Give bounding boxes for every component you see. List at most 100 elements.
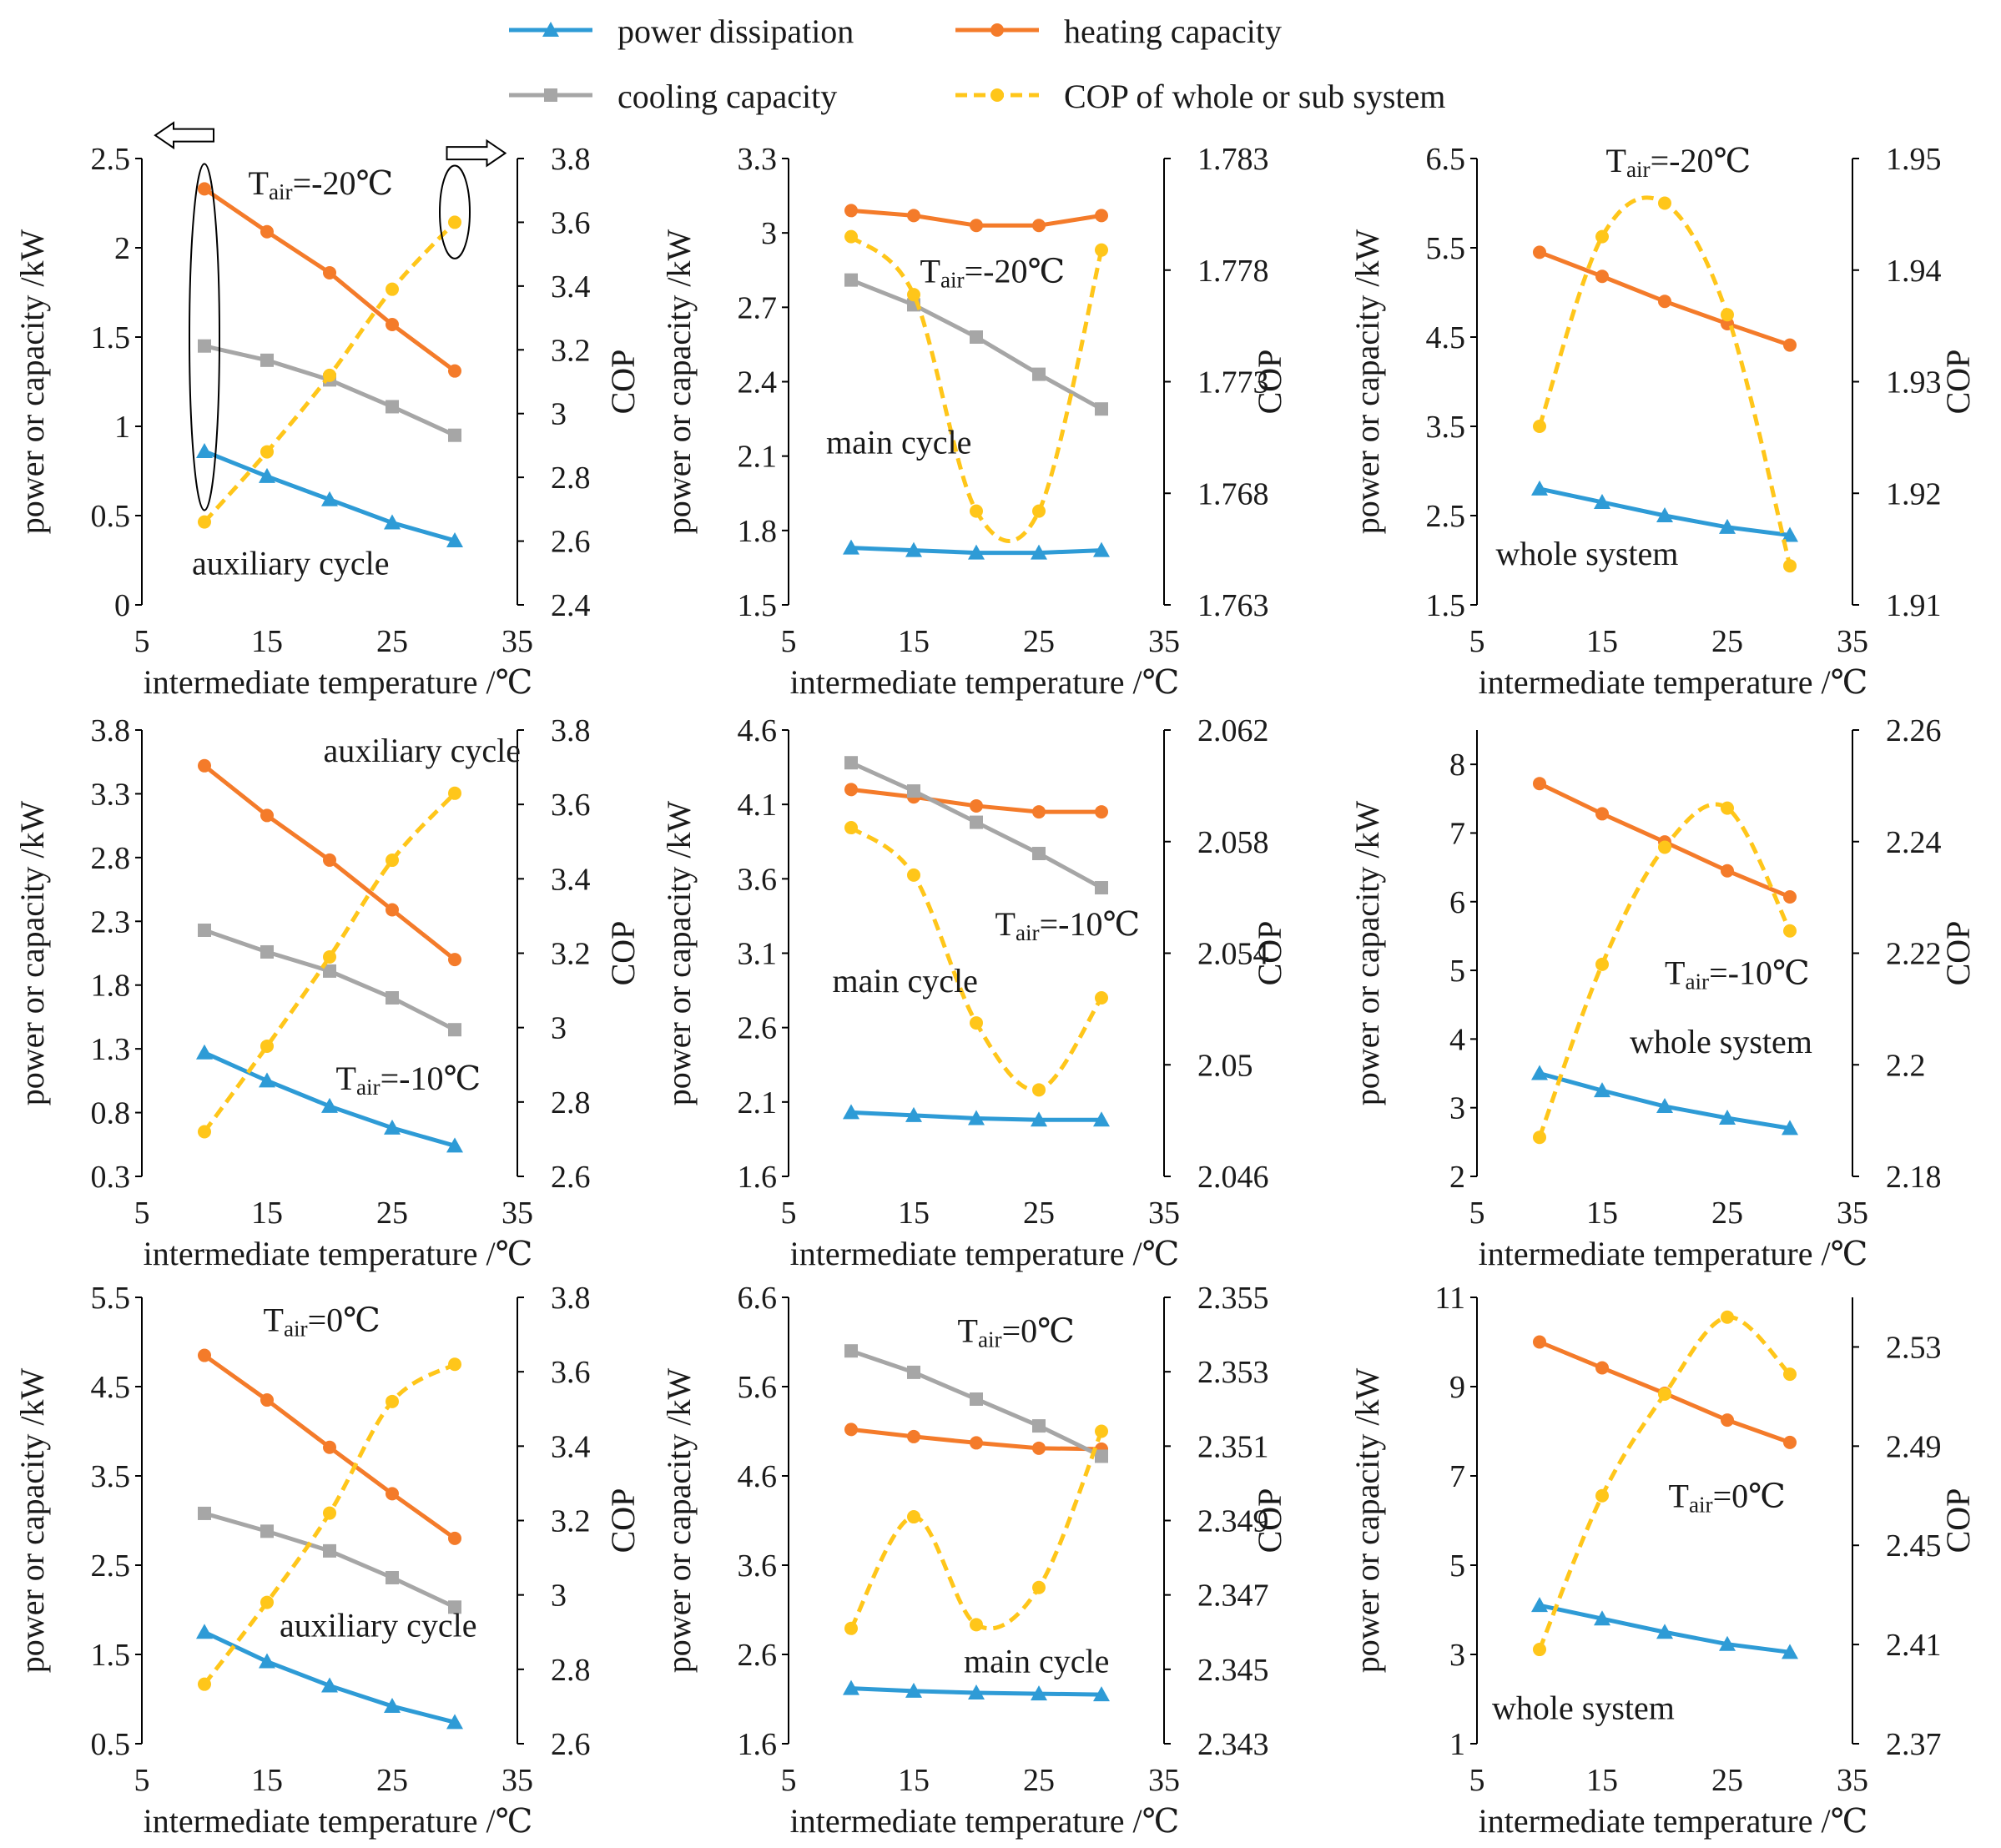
main-0-y2-axis-title: COP: [1251, 1488, 1288, 1553]
main-0-series-cooling-capacity-point: [970, 1392, 983, 1406]
main-0-ytick-label: 3.6: [738, 1548, 778, 1584]
main-m20-series-cop-of-whole-or-sub-system-point: [844, 229, 858, 244]
main-m20-annotation: main cycle: [826, 424, 971, 461]
main-m10-series-heating-capacity-point: [1032, 805, 1046, 819]
aux-m10-series-heating-capacity-point: [386, 903, 399, 917]
whole-m10-series-power-dissipation-point: [1719, 1110, 1736, 1125]
whole-m10-y2tick-label: 2.22: [1886, 937, 1942, 972]
aux-m10-series-cooling-capacity-line: [204, 928, 456, 1032]
chart-whole-tair-m20: 1.5 2.5 3.5 4.5 5.5 6.5 1.91 1.92 1.93 1.94 1.95 5 1…: [1335, 133, 2001, 701]
whole-m20-ytick-label: 2.5: [1426, 499, 1466, 534]
legend-cooling-marker: [544, 88, 557, 102]
main-m10-x-axis-title: intermediate temperature /℃: [790, 1235, 1180, 1272]
aux-m20-series-cop-of-whole-or-sub-system-point: [386, 282, 399, 296]
main-m10-ytick-label: 2.1: [738, 1085, 778, 1120]
whole-0-series-heating-capacity-point: [1533, 1335, 1546, 1349]
whole-m10-y2-axis-title: COP: [1939, 921, 1977, 986]
main-0-y2tick-label: 2.353: [1197, 1355, 1269, 1390]
aux-m20-ytick-label: 0.5: [91, 499, 131, 534]
aux-m20-series-heating-capacity-point: [386, 318, 399, 332]
aux-0-series-heating-capacity-point: [448, 1531, 461, 1545]
chart-auxiliary-tair-m20: 0 0.5 1 1.5 2 2.5 2.4 2.6 2.8 3 3.2 3.4 3.6 3.8 5 15 25 3…: [0, 121, 668, 701]
whole-0-y2tick-label: 2.45: [1886, 1528, 1942, 1563]
whole-m20-series-power-dissipation-point: [1782, 526, 1798, 542]
aux-0-series-cop-of-whole-or-sub-system-point: [386, 1394, 399, 1408]
aux-0-series-power-dissipation-point: [196, 1624, 213, 1639]
aux-m10-xtick-label: 35: [502, 1196, 533, 1231]
main-0-series-cop-of-whole-or-sub-system: [844, 1424, 1108, 1635]
main-0-ytick-label: 6.6: [738, 1281, 778, 1316]
main-m10-series-power-dissipation-point: [843, 1104, 859, 1120]
aux-0-ytick-label: 5.5: [91, 1281, 131, 1316]
main-0-y2tick-label: 2.349: [1197, 1504, 1269, 1539]
aux-m20-y2tick-label: 2.6: [551, 525, 591, 560]
main-m20-series-power-dissipation-point: [843, 539, 859, 555]
whole-0-xtick-label: 25: [1711, 1763, 1743, 1798]
aux-m10-xtick-label: 15: [251, 1196, 283, 1231]
aux-m20-series-cooling-capacity-point: [386, 400, 399, 414]
main-m10-series-cop-of-whole-or-sub-system-point: [907, 868, 920, 882]
whole-m20-y2-axis-title: COP: [1939, 350, 1977, 415]
aux-m10-ytick-label: 1.3: [91, 1032, 131, 1067]
whole-0-ytick-label: 5: [1449, 1548, 1465, 1584]
aux-0-ytick-label: 4.5: [91, 1370, 131, 1405]
main-m20-series-heating-capacity-point: [970, 219, 983, 233]
aux-0-series-cop-of-whole-or-sub-system-point: [448, 1357, 461, 1372]
aux-0-series-cooling-capacity-point: [323, 1543, 336, 1558]
whole-m10-annotation: whole system: [1630, 1023, 1812, 1060]
main-m10-annotation: Tair=-10℃: [995, 905, 1141, 945]
aux-m20-series-power-dissipation-point: [196, 442, 213, 458]
aux-m10-y2tick-label: 3.8: [551, 713, 591, 748]
aux-m10-series-cooling-capacity-point: [386, 991, 399, 1005]
aux-m20-xtick-label: 5: [134, 624, 150, 659]
aux-0-annotation: Tair=0℃: [264, 1302, 381, 1342]
main-m20-xtick-label: 35: [1148, 624, 1180, 659]
aux-m20-series-heating-capacity-point: [198, 182, 211, 196]
main-m20-xtick-label: 25: [1023, 624, 1055, 659]
whole-m20-series-heating-capacity-point: [1595, 269, 1609, 284]
main-m20-series-cop-of-whole-or-sub-system-point: [1032, 504, 1046, 518]
aux-0-series-heating-capacity: [198, 1348, 461, 1545]
aux-m10-series-cooling-capacity-point: [323, 964, 336, 978]
main-m20-series-cooling-capacity-point: [844, 273, 858, 287]
main-m20-series-power-dissipation-point: [1093, 541, 1110, 557]
legend-heating-label: heating capacity: [1064, 13, 1282, 50]
aux-0-series-cop-of-whole-or-sub-system-point: [198, 1677, 211, 1691]
whole-0-xtick-label: 5: [1469, 1763, 1485, 1798]
aux-0-x-axis-title: intermediate temperature /℃: [144, 1802, 533, 1840]
aux-m10-ytick-label: 0.3: [91, 1160, 131, 1195]
whole-0-series-cop-of-whole-or-sub-system-point: [1658, 1387, 1671, 1401]
chart-auxiliary-tair-m10: 0.3 0.8 1.3 1.8 2.3 2.8 3.3 3.8 2.6 2.8 3 3.2 3.4 3.6…: [0, 705, 668, 1272]
aux-0-series-power-dissipation: [196, 1624, 463, 1730]
aux-m20-series-cooling-capacity-point: [448, 428, 461, 442]
whole-m20-ytick-label: 4.5: [1426, 320, 1466, 355]
whole-m20-ytick-label: 3.5: [1426, 410, 1466, 445]
legend: power dissipation heating capacity cooli…: [0, 0, 2001, 117]
aux-0-series-cop-of-whole-or-sub-system-point: [323, 1506, 336, 1520]
main-m10-xtick-label: 25: [1023, 1196, 1055, 1231]
chart-main-tair-m10: 1.6 2.1 2.6 3.1 3.6 4.1 4.6 2.046 2.05 2.054 2.058…: [647, 705, 1314, 1272]
aux-m10-series-cooling-capacity-point: [198, 923, 211, 937]
main-m10-series-cooling-capacity-point: [970, 815, 983, 829]
main-0-y2tick-label: 2.343: [1197, 1727, 1269, 1762]
whole-m20-series-heating-capacity: [1533, 245, 1797, 352]
aux-m10-xtick-label: 5: [134, 1196, 150, 1231]
main-m20-series-power-dissipation: [843, 539, 1110, 560]
main-m20-y2-axis-title: COP: [1251, 350, 1288, 415]
main-m10-series-cooling-capacity-point: [1032, 847, 1046, 861]
aux-0-series-cooling-capacity-point: [260, 1524, 274, 1538]
main-0-series-cop-of-whole-or-sub-system-point: [970, 1618, 983, 1632]
whole-m10-series-cop-of-whole-or-sub-system: [1533, 801, 1797, 1145]
aux-0-series-cooling-capacity-point: [386, 1570, 399, 1584]
aux-0-annotation: auxiliary cycle: [280, 1607, 477, 1644]
aux-m20-series-cop-of-whole-or-sub-system: [198, 215, 461, 529]
whole-0-series-heating-capacity-point: [1595, 1361, 1609, 1375]
main-m20-y2tick-label: 1.763: [1197, 588, 1269, 623]
whole-m20-series-cop-of-whole-or-sub-system-point: [1533, 420, 1546, 433]
aux-m10-series-power-dissipation-point: [259, 1072, 275, 1088]
aux-m20-series-power-dissipation-point: [384, 514, 401, 530]
whole-0-series-cop-of-whole-or-sub-system-point: [1595, 1488, 1609, 1503]
legend-power-label: power dissipation: [617, 13, 854, 50]
whole-m10-x-axis-title: intermediate temperature /℃: [1479, 1235, 1868, 1272]
whole-m20-ytick-label: 6.5: [1426, 142, 1466, 177]
